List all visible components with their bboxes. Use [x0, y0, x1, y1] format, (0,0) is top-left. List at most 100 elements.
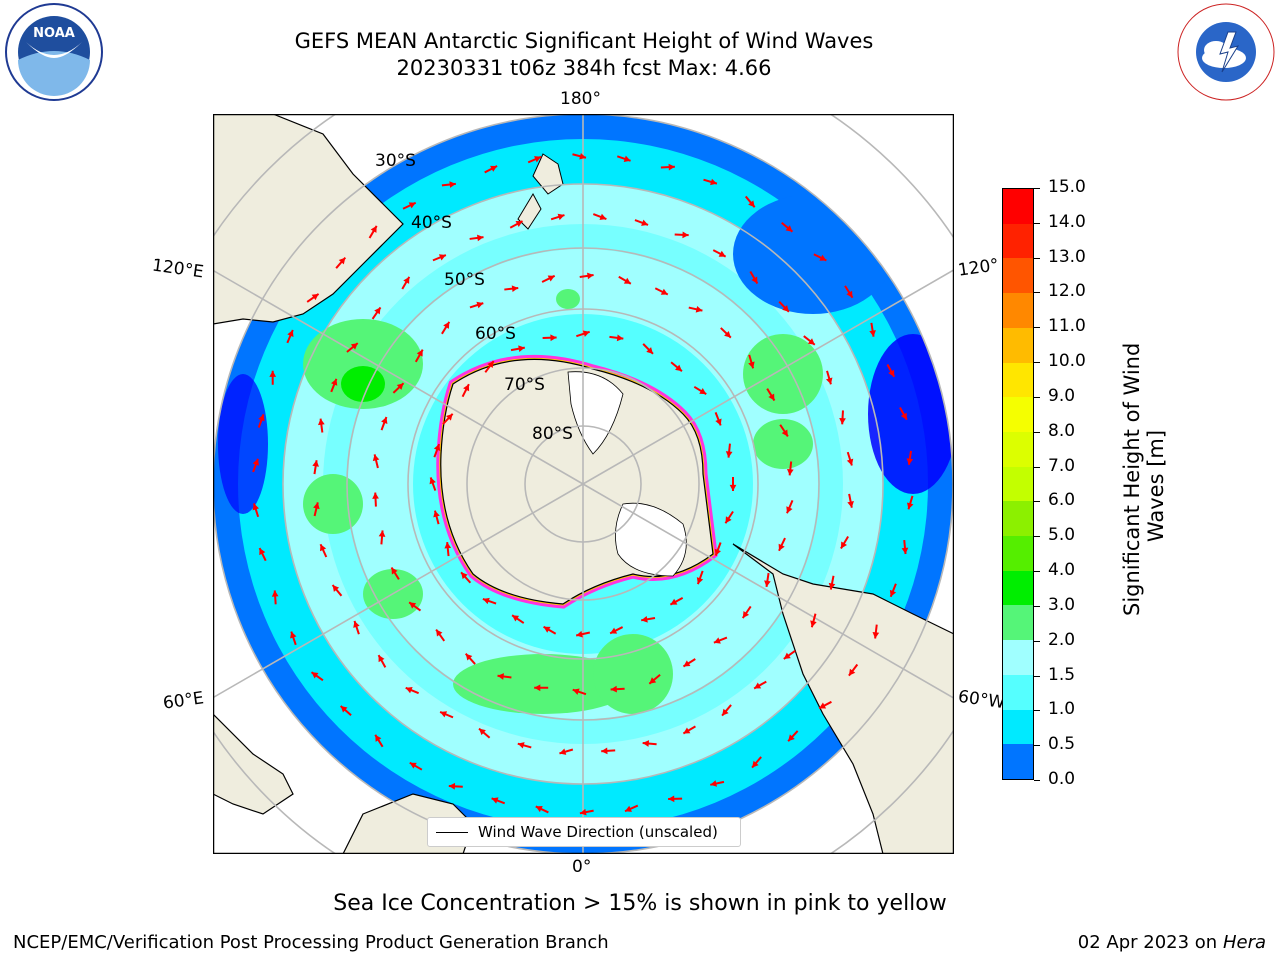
- wave-arrow-head: [340, 705, 348, 713]
- lat-label-80s: 80°S: [532, 424, 573, 444]
- wave-arrow-head: [372, 492, 379, 499]
- wave-arrow-head: [576, 630, 583, 638]
- wave-arrow-head: [543, 626, 551, 633]
- colorbar-tick-label: 13.0: [1048, 246, 1086, 267]
- wave-arrow-head: [710, 178, 717, 186]
- colorbar-tick-mark: [1034, 396, 1040, 398]
- wave-arrow-head: [623, 155, 631, 163]
- wave-arrow-head: [461, 572, 468, 580]
- wave-arrow-head: [825, 377, 833, 385]
- wave-arrow-head: [729, 484, 737, 491]
- wave-arrow-head: [258, 414, 265, 422]
- map-panel: 30°S 40°S 50°S 60°S 70°S 80°S Wind Wave …: [212, 113, 955, 855]
- chart-title-line2: 20230331 t06z 384h fcst Max: 4.66: [396, 56, 772, 80]
- colorbar-tick-label: 12.0: [1048, 281, 1086, 302]
- wave-arrow-head: [463, 384, 470, 392]
- map-legend: Wind Wave Direction (unscaled): [427, 817, 741, 847]
- wave-arrow-head: [888, 369, 895, 377]
- colorbar: [1002, 188, 1034, 780]
- noaa-logo: NOAA: [4, 2, 104, 102]
- colorbar-segment: [1003, 674, 1033, 710]
- colorbar-tick-mark: [1034, 188, 1040, 189]
- wave-arrow-head: [724, 330, 731, 338]
- lat-label-50s: 50°S: [444, 270, 485, 290]
- wave-arrow-head: [338, 257, 346, 265]
- colorbar-segment: [1003, 223, 1033, 259]
- wave-arrow-head: [788, 734, 795, 742]
- colorbar-tick-mark: [1034, 431, 1040, 433]
- nws-logo: [1176, 2, 1276, 102]
- wave-arrow-head: [907, 502, 914, 510]
- wave-arrow-head: [378, 530, 386, 537]
- wave-arrow-head: [725, 451, 733, 458]
- lon-label-120w: 120°: [956, 255, 1001, 281]
- meridian-line: [213, 269, 584, 485]
- wave-arrow-head: [448, 782, 456, 790]
- wave-arrow-head: [668, 163, 675, 171]
- wave-arrow-head: [269, 370, 277, 377]
- colorbar-tick-mark: [1034, 571, 1040, 573]
- wave-arrow-head: [722, 708, 729, 716]
- colorbar-segment: [1003, 431, 1033, 467]
- wave-arrow-head: [497, 673, 505, 680]
- wave-arrow-head: [715, 418, 722, 426]
- wave-arrow-head: [889, 589, 897, 597]
- wave-arrow-head: [517, 742, 525, 749]
- wave-arrow-head: [465, 653, 473, 661]
- colorbar-tick-mark: [1034, 780, 1040, 781]
- colorbar-tick-mark: [1034, 327, 1040, 329]
- wave-arrow-head: [751, 276, 758, 284]
- lat-label-70s: 70°S: [504, 375, 545, 395]
- colorbar-tick-label: 2.0: [1048, 629, 1076, 650]
- graticule: [213, 114, 954, 854]
- colorbar-tick-mark: [1034, 605, 1040, 607]
- colorbar-tick-mark: [1034, 501, 1040, 503]
- wave-arrow-head: [482, 597, 490, 605]
- footer-date-text: 02 Apr 2023 on: [1077, 932, 1223, 953]
- wave-arrow-head: [446, 413, 453, 421]
- lat-label-60s: 60°S: [475, 324, 516, 344]
- wave-arrow-head: [409, 762, 417, 769]
- wave-arrow-head: [579, 152, 587, 160]
- wave-arrow-head: [646, 347, 653, 354]
- wave-arrow-head: [786, 468, 794, 476]
- legend-line-marker: [436, 831, 468, 833]
- colorbar-tick-label: 0.0: [1048, 769, 1076, 789]
- wave-arrow-head: [290, 631, 297, 639]
- wave-arrow-head: [764, 580, 771, 587]
- meridian-line: [582, 268, 954, 485]
- colorbar-segment: [1003, 293, 1033, 328]
- colorbar-segment: [1003, 189, 1033, 224]
- wave-arrow-head: [675, 364, 682, 372]
- sea-ice-caption: Sea Ice Concentration > 15% is shown in …: [333, 891, 947, 916]
- colorbar-segment: [1003, 640, 1033, 675]
- colorbar-tick-label: 0.5: [1048, 734, 1076, 755]
- wave-arrow-head: [901, 547, 909, 555]
- colorbar-tick-label: 1.0: [1048, 699, 1076, 720]
- wave-arrow-head: [601, 747, 608, 755]
- wave-arrow-head: [668, 795, 675, 803]
- wave-arrow-head: [271, 590, 279, 597]
- wave-arrow-head: [660, 288, 668, 295]
- colorbar-tick-label: 9.0: [1048, 385, 1076, 406]
- wave-arrow-head: [515, 221, 523, 227]
- colorbar-tick-mark: [1034, 536, 1040, 538]
- colorbar-segment: [1003, 709, 1033, 745]
- wave-arrow-head: [642, 740, 650, 747]
- wave-arrow-head: [599, 213, 607, 220]
- wave-arrow-head: [623, 277, 631, 284]
- wave-arrow-head: [906, 458, 914, 465]
- wave-arrow-head: [783, 652, 791, 659]
- wave-arrow-head: [778, 543, 785, 551]
- noaa-logo-text: NOAA: [33, 26, 75, 41]
- wave-arrow-head: [443, 321, 450, 329]
- wave-arrow-head: [748, 200, 755, 208]
- wave-arrow-head: [616, 334, 624, 342]
- wave-arrow-head: [350, 343, 358, 350]
- wave-arrow-head: [872, 632, 880, 639]
- wave-arrow-head: [311, 672, 319, 679]
- lon-label-60e: 60°E: [161, 688, 206, 714]
- meridian-line: [582, 483, 954, 700]
- wave-arrow-head: [391, 567, 398, 575]
- wave-arrow-head: [900, 412, 907, 420]
